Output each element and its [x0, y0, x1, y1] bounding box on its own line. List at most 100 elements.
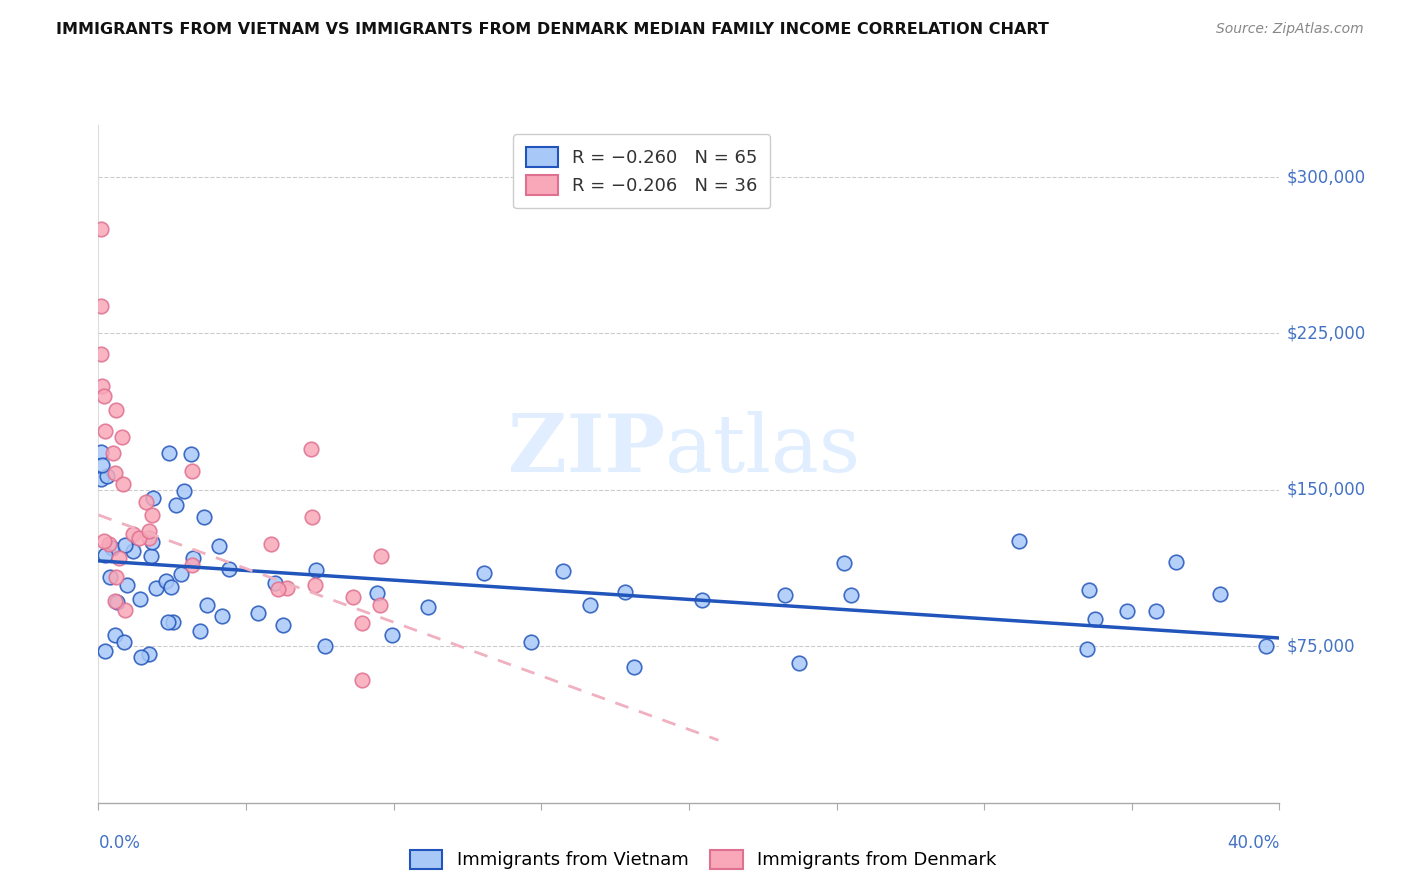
Point	[94, 424, 117, 438]
Point	[368, 598, 391, 612]
Point	[93, 534, 115, 549]
Point	[138, 648, 160, 662]
Point	[104, 466, 127, 480]
Text: atlas: atlas	[665, 411, 860, 490]
Point	[370, 549, 392, 564]
Point	[111, 430, 134, 444]
Point	[1116, 604, 1139, 618]
Point	[613, 584, 636, 599]
Point	[93, 389, 115, 403]
Point	[128, 531, 150, 545]
Point	[122, 544, 145, 558]
Point	[193, 510, 215, 524]
Point	[141, 534, 163, 549]
Text: $150,000: $150,000	[1286, 481, 1365, 499]
Point	[1076, 641, 1098, 656]
Point	[131, 650, 153, 665]
Point	[211, 609, 233, 624]
Point	[267, 582, 290, 596]
Point	[90, 378, 112, 392]
Text: 0.0%: 0.0%	[98, 834, 141, 852]
Point	[104, 628, 127, 642]
Point	[138, 524, 160, 539]
Text: ZIP: ZIP	[509, 411, 665, 490]
Point	[773, 588, 796, 602]
Point	[787, 656, 810, 670]
Point	[299, 442, 322, 456]
Point	[170, 566, 193, 581]
Point	[108, 550, 131, 565]
Point	[157, 446, 180, 460]
Text: Source: ZipAtlas.com: Source: ZipAtlas.com	[1216, 22, 1364, 37]
Point	[162, 615, 184, 629]
Text: IMMIGRANTS FROM VIETNAM VS IMMIGRANTS FROM DENMARK MEDIAN FAMILY INCOME CORRELAT: IMMIGRANTS FROM VIETNAM VS IMMIGRANTS FR…	[56, 22, 1049, 37]
Point	[105, 403, 128, 417]
Point	[104, 570, 127, 584]
Point	[90, 299, 112, 313]
Point	[98, 570, 121, 584]
Point	[305, 563, 328, 577]
Point	[90, 222, 112, 236]
Point	[180, 447, 202, 461]
Point	[350, 615, 373, 630]
Point	[160, 580, 183, 594]
Point	[90, 473, 112, 487]
Point	[157, 615, 180, 629]
Text: $225,000: $225,000	[1286, 325, 1365, 343]
Point	[90, 347, 112, 361]
Point	[1166, 555, 1188, 569]
Point	[114, 603, 136, 617]
Point	[101, 446, 124, 460]
Point	[314, 639, 336, 653]
Point	[104, 594, 127, 608]
Point	[208, 540, 231, 554]
Point	[381, 628, 404, 642]
Point	[841, 589, 863, 603]
Point	[112, 635, 135, 649]
Point	[1078, 582, 1101, 597]
Point	[111, 476, 134, 491]
Point	[342, 590, 364, 604]
Point	[129, 592, 152, 607]
Point	[1084, 612, 1107, 626]
Point	[155, 574, 177, 589]
Text: $300,000: $300,000	[1286, 168, 1365, 186]
Legend: R = −0.260   N = 65, R = −0.206   N = 36: R = −0.260 N = 65, R = −0.206 N = 36	[513, 134, 770, 208]
Point	[1144, 604, 1167, 618]
Point	[145, 581, 167, 595]
Point	[97, 537, 120, 551]
Point	[832, 556, 855, 570]
Point	[551, 564, 574, 578]
Point	[142, 491, 165, 505]
Point	[218, 562, 240, 576]
Point	[416, 599, 439, 614]
Point	[180, 558, 202, 573]
Point	[1008, 534, 1031, 549]
Point	[352, 673, 374, 688]
Point	[1256, 640, 1278, 654]
Point	[141, 508, 163, 523]
Point	[181, 464, 204, 478]
Point	[276, 581, 298, 595]
Point	[181, 551, 204, 566]
Point	[271, 617, 294, 632]
Point	[304, 577, 326, 591]
Point	[101, 541, 124, 556]
Point	[90, 445, 112, 459]
Point	[114, 538, 136, 552]
Text: 40.0%: 40.0%	[1227, 834, 1279, 852]
Point	[165, 498, 187, 512]
Point	[260, 537, 283, 551]
Point	[472, 566, 495, 580]
Point	[122, 527, 145, 541]
Point	[96, 468, 118, 483]
Point	[94, 548, 117, 562]
Legend: Immigrants from Vietnam, Immigrants from Denmark: Immigrants from Vietnam, Immigrants from…	[401, 840, 1005, 879]
Point	[579, 598, 602, 612]
Point	[520, 634, 543, 648]
Point	[94, 644, 117, 658]
Point	[195, 598, 218, 612]
Point	[115, 578, 138, 592]
Point	[301, 510, 323, 524]
Point	[247, 606, 270, 620]
